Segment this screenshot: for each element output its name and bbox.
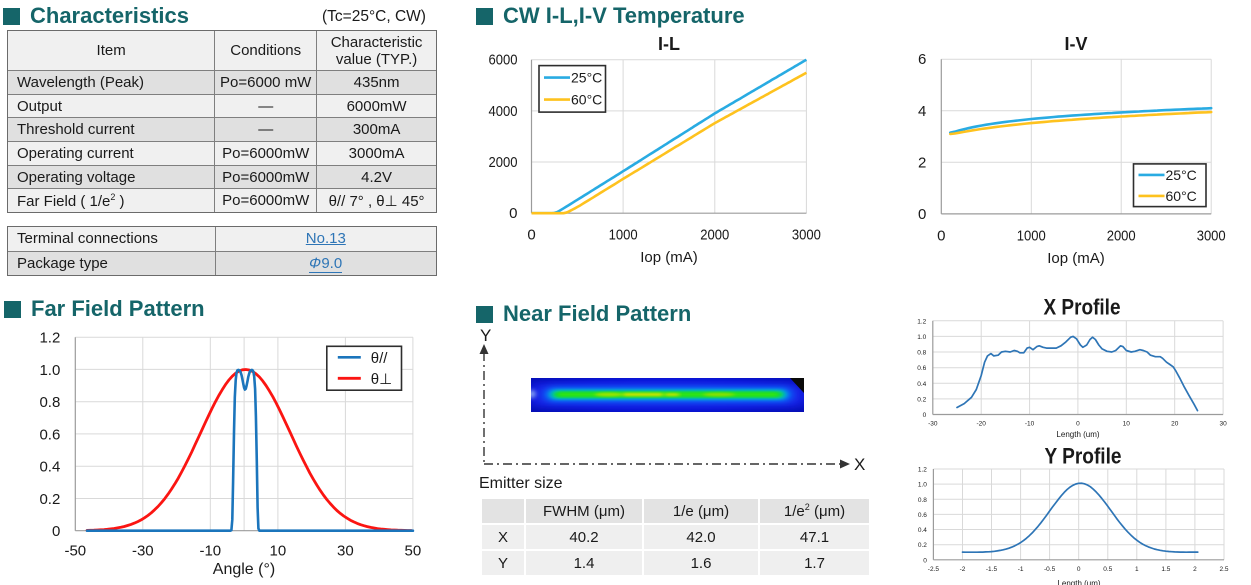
svg-text:I-V: I-V <box>1064 34 1087 54</box>
svg-text:X Profile: X Profile <box>1044 295 1121 319</box>
svg-text:Y: Y <box>480 326 491 345</box>
svg-text:1.5: 1.5 <box>1161 566 1170 573</box>
svg-text:1.0: 1.0 <box>917 334 926 341</box>
svg-text:Y Profile: Y Profile <box>1045 444 1122 469</box>
svg-text:60°C: 60°C <box>571 92 602 108</box>
svg-text:X: X <box>854 455 865 474</box>
svg-text:1.0: 1.0 <box>39 362 60 379</box>
svg-text:1.2: 1.2 <box>917 318 926 325</box>
svg-text:20: 20 <box>1171 421 1179 428</box>
svg-text:0: 0 <box>1077 566 1081 573</box>
svg-text:Iop (mA): Iop (mA) <box>640 249 698 266</box>
svg-text:3000: 3000 <box>792 227 821 244</box>
svg-text:30: 30 <box>1219 421 1227 428</box>
svg-text:-10: -10 <box>199 543 221 560</box>
svg-text:1000: 1000 <box>1017 227 1046 244</box>
svg-text:4000: 4000 <box>489 103 518 120</box>
svg-text:Iop (mA): Iop (mA) <box>1047 250 1105 267</box>
svg-text:0: 0 <box>52 523 60 540</box>
svg-text:-1: -1 <box>1018 566 1024 573</box>
svg-text:0.6: 0.6 <box>918 512 927 519</box>
svg-text:25°C: 25°C <box>1166 167 1197 183</box>
svg-text:0: 0 <box>923 557 927 564</box>
svg-text:0.4: 0.4 <box>917 381 926 388</box>
svg-text:0.8: 0.8 <box>917 350 926 357</box>
svg-text:2: 2 <box>1193 566 1197 573</box>
svg-text:0.2: 0.2 <box>917 396 926 403</box>
svg-text:30: 30 <box>337 543 354 560</box>
svg-text:θ//: θ// <box>371 350 389 367</box>
svg-text:0.8: 0.8 <box>39 394 60 411</box>
svg-text:50: 50 <box>405 543 422 560</box>
svg-text:25°C: 25°C <box>571 70 602 86</box>
svg-text:60°C: 60°C <box>1166 188 1197 204</box>
svg-text:-30: -30 <box>928 421 938 428</box>
svg-text:0: 0 <box>923 412 927 419</box>
svg-text:1: 1 <box>1135 566 1139 573</box>
svg-text:-30: -30 <box>132 543 154 560</box>
svg-text:2: 2 <box>918 154 926 171</box>
svg-text:I-L: I-L <box>658 34 680 54</box>
svg-text:2000: 2000 <box>489 154 518 171</box>
svg-text:1000: 1000 <box>609 227 638 244</box>
svg-text:0: 0 <box>509 205 517 222</box>
svg-text:0.6: 0.6 <box>917 365 926 372</box>
svg-text:-20: -20 <box>976 421 986 428</box>
svg-text:0: 0 <box>918 206 926 223</box>
svg-text:6000: 6000 <box>489 52 518 69</box>
svg-text:Length (um): Length (um) <box>1057 579 1100 585</box>
svg-text:6: 6 <box>918 51 926 68</box>
svg-text:Length (um): Length (um) <box>1056 430 1099 439</box>
svg-text:-10: -10 <box>1025 421 1035 428</box>
svg-text:2.5: 2.5 <box>1219 566 1228 573</box>
svg-text:0: 0 <box>937 227 945 244</box>
svg-text:4: 4 <box>918 103 926 120</box>
svg-text:θ⊥: θ⊥ <box>371 371 392 388</box>
svg-text:1.0: 1.0 <box>918 482 927 489</box>
svg-text:10: 10 <box>1123 421 1131 428</box>
svg-text:-0.5: -0.5 <box>1044 566 1056 573</box>
svg-text:0.2: 0.2 <box>918 542 927 549</box>
svg-text:10: 10 <box>270 543 287 560</box>
svg-text:0.6: 0.6 <box>39 426 60 443</box>
svg-text:0.4: 0.4 <box>918 527 927 534</box>
svg-text:-2: -2 <box>960 566 966 573</box>
svg-text:0: 0 <box>527 227 535 244</box>
svg-text:1.2: 1.2 <box>39 330 60 347</box>
svg-text:0.2: 0.2 <box>39 491 60 508</box>
svg-text:0: 0 <box>1076 421 1080 428</box>
svg-text:3000: 3000 <box>1197 227 1226 244</box>
svg-text:-1.5: -1.5 <box>986 566 998 573</box>
svg-text:0.5: 0.5 <box>1103 566 1112 573</box>
svg-text:Angle (°): Angle (°) <box>213 561 275 578</box>
svg-text:0.8: 0.8 <box>918 497 927 504</box>
svg-text:2000: 2000 <box>700 227 729 244</box>
svg-text:0.4: 0.4 <box>39 459 60 476</box>
svg-text:2000: 2000 <box>1107 227 1136 244</box>
svg-text:-50: -50 <box>64 543 86 560</box>
svg-text:-2.5: -2.5 <box>928 566 940 573</box>
svg-text:1.2: 1.2 <box>918 467 927 474</box>
